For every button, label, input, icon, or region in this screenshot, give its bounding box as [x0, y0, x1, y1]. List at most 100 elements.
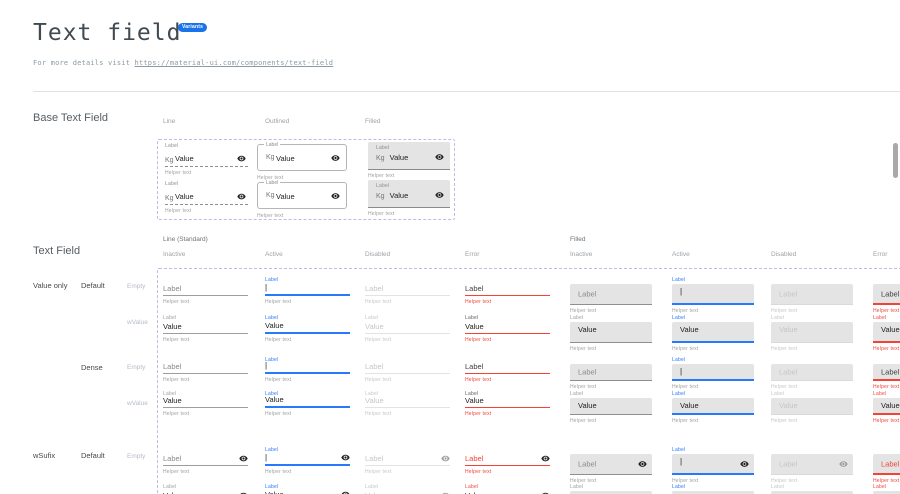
text-input[interactable]: Value — [265, 395, 350, 408]
eye-icon[interactable] — [331, 153, 340, 162]
eye-icon[interactable] — [239, 454, 248, 463]
helper-text: Helper text — [265, 337, 292, 343]
text-input[interactable]: Label — [465, 284, 550, 296]
field-label-caption: Label — [365, 484, 379, 490]
eye-icon[interactable] — [839, 460, 848, 469]
textfield-line-disabled-empty: LabelLabelHelper text — [365, 277, 450, 305]
textfield-line-disabled-empty: LabelLabelHelper text — [365, 447, 450, 475]
text-input[interactable]: Value — [465, 396, 550, 408]
eye-icon[interactable] — [740, 459, 749, 468]
helper-text: Helper text — [570, 418, 597, 424]
text-input[interactable]: Value — [465, 322, 550, 334]
text-input[interactable]: Value — [570, 491, 652, 494]
text-input[interactable]: Label — [771, 284, 853, 305]
text-input[interactable]: Label — [570, 454, 652, 475]
text-input[interactable]: Label — [771, 364, 853, 381]
textfield-line-inactive-empty: LabelLabelHelper text — [163, 357, 248, 383]
text-input[interactable]: Value — [570, 322, 652, 343]
text-input[interactable]: Value — [265, 490, 350, 494]
text-input[interactable]: Label — [163, 454, 248, 466]
text-input[interactable]: | — [265, 453, 350, 466]
text-input[interactable]: Label — [873, 284, 900, 305]
text-input[interactable]: Label — [771, 454, 853, 475]
text-input[interactable]: Value — [365, 396, 450, 408]
vertical-scrollbar[interactable] — [893, 143, 898, 178]
text-input[interactable]: Value — [570, 398, 652, 415]
text-input[interactable]: Value — [365, 322, 450, 334]
docs-link[interactable]: https://material-ui.com/components/text-… — [134, 59, 334, 67]
base-textfield-outlined: Label Kg Value Helper text — [257, 180, 347, 219]
state-header-active: Active — [672, 251, 690, 258]
text-input[interactable]: | — [265, 283, 350, 296]
field-label-caption: Label — [265, 357, 279, 363]
text-input[interactable]: Value — [873, 398, 900, 415]
text-input[interactable]: Value — [873, 322, 900, 343]
helper-text: Helper text — [265, 469, 292, 475]
text-input[interactable]: Label Kg Value — [368, 142, 450, 170]
textfield-filled-disabled-empty: LabelLabelHelper text — [771, 357, 853, 390]
text-input[interactable]: Value — [771, 491, 853, 494]
field-label-resting: Label — [365, 284, 384, 293]
text-input[interactable]: Label — [570, 284, 652, 305]
textfield-filled-error-empty: LabelLabelHelper text — [873, 277, 900, 314]
field-label-caption: Label — [672, 357, 686, 363]
field-label-caption: Label — [163, 391, 177, 397]
helper-text: Helper text — [465, 411, 492, 417]
text-input[interactable]: Value — [163, 396, 248, 408]
text-input[interactable]: Value — [873, 491, 900, 494]
field-label-resting: Label — [465, 284, 484, 293]
text-input[interactable]: Value — [672, 491, 754, 494]
text-input[interactable]: Label — [365, 454, 450, 466]
text-input[interactable]: Value — [672, 322, 754, 343]
eye-icon[interactable] — [435, 190, 444, 199]
eye-icon[interactable] — [331, 191, 340, 200]
helper-text: Helper text — [672, 308, 699, 314]
helper-text: Helper text — [365, 469, 392, 475]
eye-icon[interactable] — [435, 152, 444, 161]
eye-icon[interactable] — [341, 453, 350, 462]
base-column-header-filled: Filled — [365, 118, 381, 125]
helper-text: Helper text — [163, 337, 190, 343]
field-label-caption: Label — [265, 447, 279, 453]
field-label-caption: Label — [771, 391, 785, 397]
field-label-caption: Label — [465, 391, 479, 397]
text-input[interactable]: Label — [873, 364, 900, 381]
text-input[interactable]: Label Kg Value — [257, 180, 347, 209]
text-input[interactable]: Label — [465, 454, 550, 466]
field-label: Label — [376, 183, 390, 189]
text-input[interactable]: Kg Value — [165, 188, 248, 205]
text-input[interactable]: Label — [163, 284, 248, 296]
text-input[interactable]: Label Kg Value — [257, 142, 347, 171]
input-value: Value — [365, 490, 384, 494]
eye-icon[interactable] — [541, 454, 550, 463]
text-input[interactable]: Label — [465, 362, 550, 374]
text-input[interactable]: Value — [771, 322, 853, 343]
text-input[interactable]: Label — [570, 364, 652, 381]
text-input[interactable]: | — [672, 364, 754, 381]
text-input[interactable]: Kg Value — [165, 150, 248, 167]
eye-icon[interactable] — [638, 460, 647, 469]
text-cursor: | — [265, 361, 268, 370]
helper-text: Helper text — [163, 411, 190, 417]
helper-text: Helper text — [771, 418, 798, 424]
text-input[interactable]: | — [672, 284, 754, 305]
text-input[interactable]: Value — [672, 398, 754, 415]
text-input[interactable]: Label — [873, 454, 900, 475]
text-input[interactable]: Value — [163, 322, 248, 334]
text-input[interactable]: Value — [771, 398, 853, 415]
text-input[interactable]: Label — [365, 362, 450, 374]
text-input[interactable]: | — [265, 361, 350, 374]
helper-text: Helper text — [570, 346, 597, 352]
helper-text: Helper text — [265, 377, 292, 383]
eye-icon[interactable] — [441, 454, 450, 463]
text-input[interactable]: Label — [365, 284, 450, 296]
text-input[interactable]: Label — [163, 362, 248, 374]
eye-icon[interactable] — [237, 192, 246, 201]
eye-icon[interactable] — [237, 154, 246, 163]
text-input[interactable]: | — [672, 454, 754, 475]
eye-icon[interactable] — [341, 490, 350, 494]
text-input[interactable]: Label Kg Value — [368, 180, 450, 208]
text-input[interactable]: Value — [265, 321, 350, 334]
